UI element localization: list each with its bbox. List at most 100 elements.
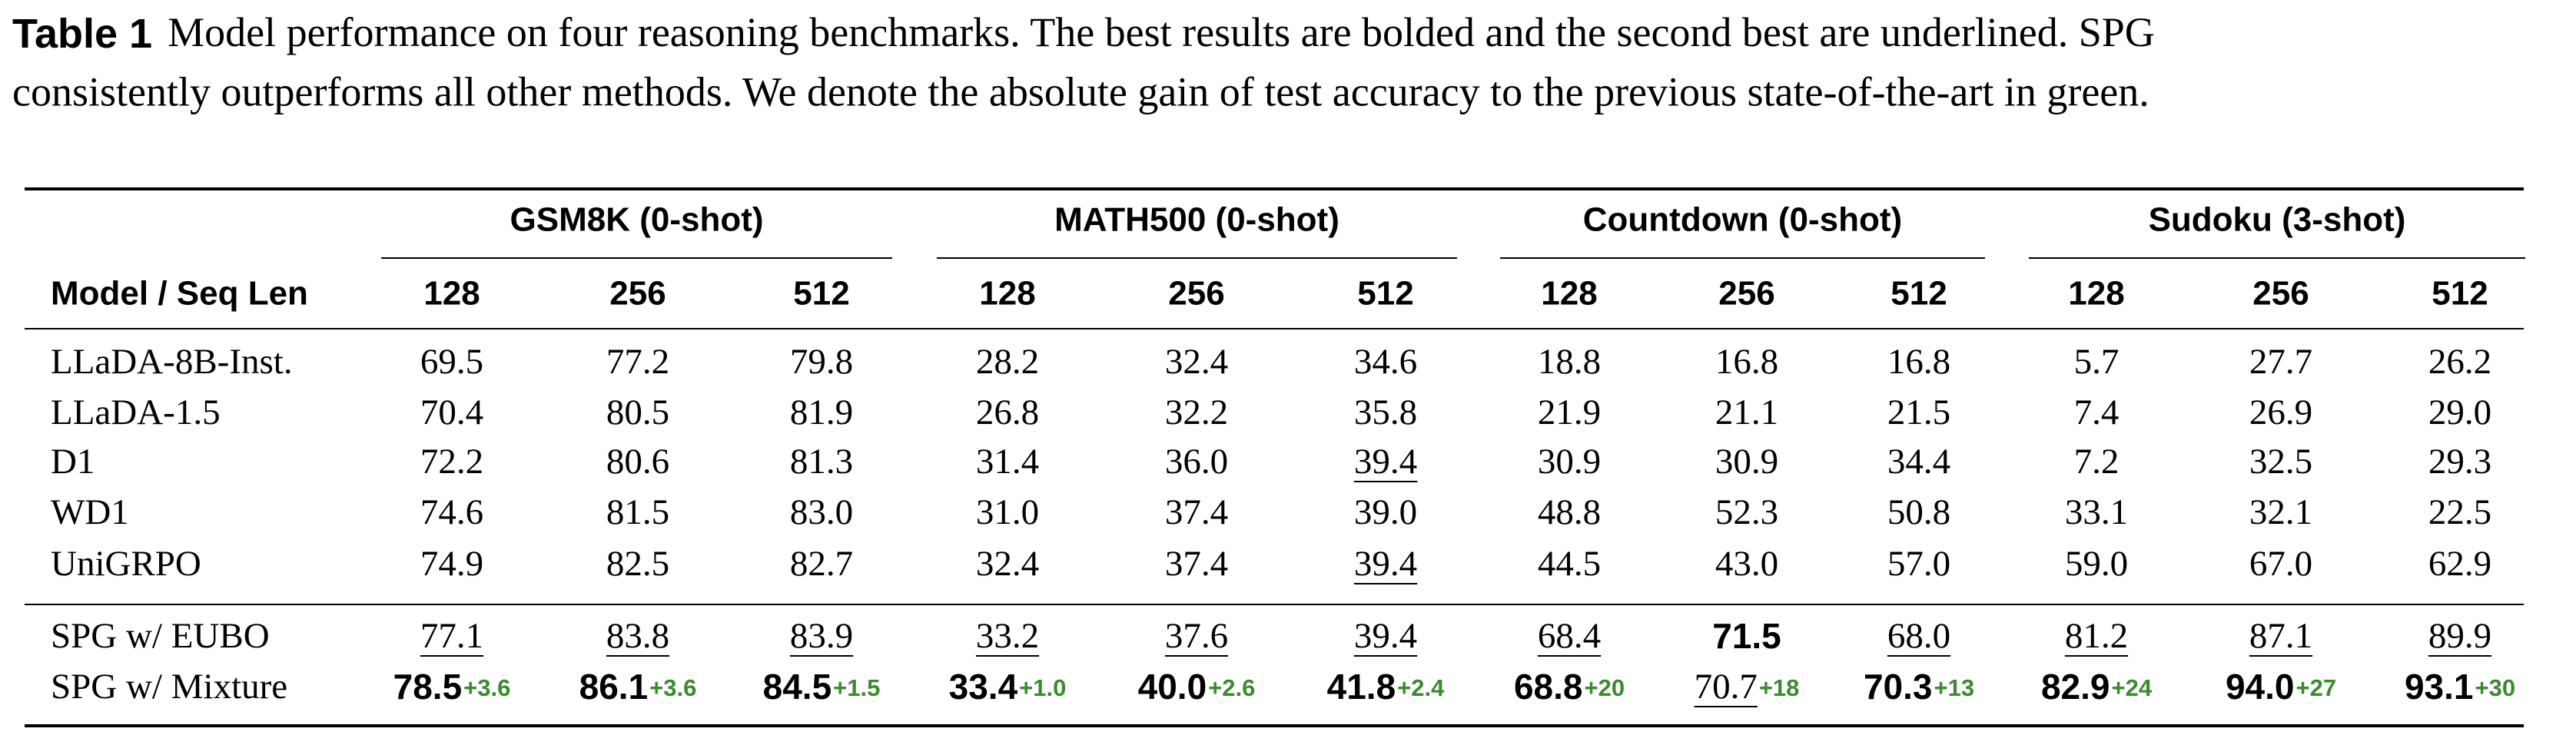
cell-value: 22.5 — [2428, 492, 2491, 532]
cell: 28.2 — [976, 342, 1039, 382]
cell: 80.5 — [606, 392, 669, 432]
cell: 32.1 — [2249, 492, 2312, 532]
cell: 39.4 — [1354, 442, 1417, 482]
cell: 72.2 — [420, 442, 483, 482]
cell: 41.8+2.4 — [1327, 667, 1445, 707]
cell: 43.0 — [1715, 544, 1778, 584]
cell: 30.9 — [1538, 442, 1601, 482]
cell-value: 41.8 — [1327, 667, 1396, 707]
gain: +3.6 — [649, 674, 696, 701]
cell-value: 36.0 — [1165, 442, 1228, 482]
cell: 5.7 — [2074, 342, 2120, 382]
cell-value: 81.9 — [790, 392, 853, 432]
cell: 68.4 — [1538, 616, 1601, 656]
column-header: 128 — [979, 275, 1035, 313]
cell: 22.5 — [2428, 492, 2491, 532]
column-header: 256 — [609, 275, 666, 313]
cell-value: 79.8 — [790, 342, 853, 382]
column-header: 512 — [1357, 275, 1413, 313]
group-header: Sudoku (3-shot) — [2149, 201, 2406, 239]
cell: 59.0 — [2065, 544, 2128, 584]
cell-value: 32.5 — [2249, 442, 2312, 482]
cell-value: 39.4 — [1354, 616, 1417, 656]
cell: 44.5 — [1538, 544, 1601, 584]
cell-value: 78.5 — [393, 667, 463, 707]
cell: 39.4 — [1354, 616, 1417, 656]
cell-value: 77.2 — [606, 342, 669, 382]
cell-value: 7.2 — [2074, 442, 2120, 482]
cell-value: 29.0 — [2428, 392, 2491, 432]
cell: 36.0 — [1165, 442, 1228, 482]
cell: 27.7 — [2249, 342, 2312, 382]
gain: +18 — [1759, 674, 1800, 701]
group-header: MATH500 (0-shot) — [1054, 201, 1339, 239]
cell: 81.9 — [790, 392, 853, 432]
cell-value: 37.4 — [1165, 492, 1228, 532]
cell-value: 32.2 — [1165, 392, 1228, 432]
cell-value: 18.8 — [1538, 342, 1601, 382]
cell: 34.4 — [1887, 442, 1950, 482]
cell: 50.8 — [1887, 492, 1950, 532]
cell: 93.1+30 — [2405, 667, 2515, 707]
cell-value: 52.3 — [1715, 492, 1778, 532]
cell-value: 26.9 — [2249, 392, 2312, 432]
cell-value: 33.4 — [949, 667, 1018, 707]
cell-value: 81.3 — [790, 442, 853, 482]
cell: 37.4 — [1165, 492, 1228, 532]
group-header: GSM8K (0-shot) — [510, 201, 764, 239]
cell: 39.4 — [1354, 544, 1417, 584]
cell: 78.5+3.6 — [393, 667, 511, 707]
column-header: 256 — [1168, 275, 1224, 313]
cell-value: 7.4 — [2074, 392, 2120, 432]
cell-value: 70.4 — [420, 392, 483, 432]
cell-value: 43.0 — [1715, 544, 1778, 584]
cell-value: 32.4 — [976, 544, 1039, 584]
cell: 83.9 — [790, 616, 853, 656]
cell: 77.2 — [606, 342, 669, 382]
cell-value: 21.9 — [1538, 392, 1601, 432]
cell: 34.6 — [1354, 342, 1417, 382]
cell: 32.4 — [976, 544, 1039, 584]
cell: 84.5+1.5 — [763, 667, 881, 707]
group-header: Countdown (0-shot) — [1583, 201, 1902, 239]
cell: 37.4 — [1165, 544, 1228, 584]
cell: 29.0 — [2428, 392, 2491, 432]
cell: 31.4 — [976, 442, 1039, 482]
cell: 32.4 — [1165, 342, 1228, 382]
cell-value: 81.5 — [606, 492, 669, 532]
cell-value: 82.7 — [790, 544, 853, 584]
cell-value: 74.9 — [420, 544, 483, 584]
row-header: Model / Seq Len — [51, 275, 308, 313]
caption-label: Table 1 — [12, 11, 152, 57]
column-header: 128 — [423, 275, 480, 313]
gain: +30 — [2475, 674, 2515, 701]
cell: 69.5 — [420, 342, 483, 382]
cell: 67.0 — [2249, 544, 2312, 584]
cell: 7.2 — [2074, 442, 2120, 482]
cell-value: 87.1 — [2249, 616, 2312, 656]
cell-value: 50.8 — [1887, 492, 1950, 532]
caption-text: Model performance on four reasoning benc… — [168, 9, 2155, 55]
cell: 77.1 — [420, 616, 483, 656]
cell-value: 16.8 — [1887, 342, 1950, 382]
cell-value: 82.5 — [606, 544, 669, 584]
column-header: 512 — [1891, 275, 1947, 313]
cell-value: 30.9 — [1715, 442, 1778, 482]
column-header: 512 — [2432, 275, 2488, 313]
cell: 35.8 — [1354, 392, 1417, 432]
cell-value: 94.0 — [2226, 667, 2295, 707]
cell-value: 34.4 — [1887, 442, 1950, 482]
cell: 81.2 — [2065, 616, 2128, 656]
cell-value: 70.7 — [1695, 667, 1758, 707]
cell: 32.5 — [2249, 442, 2312, 482]
cell: 62.9 — [2428, 544, 2491, 584]
cell-value: 81.2 — [2065, 616, 2128, 656]
cell-value: 33.1 — [2065, 492, 2128, 532]
cell-value: 67.0 — [2249, 544, 2312, 584]
cell: 39.0 — [1354, 492, 1417, 532]
cell-value: 80.6 — [606, 442, 669, 482]
cell-value: 34.6 — [1354, 342, 1417, 382]
cell: 26.9 — [2249, 392, 2312, 432]
cell: 81.5 — [606, 492, 669, 532]
